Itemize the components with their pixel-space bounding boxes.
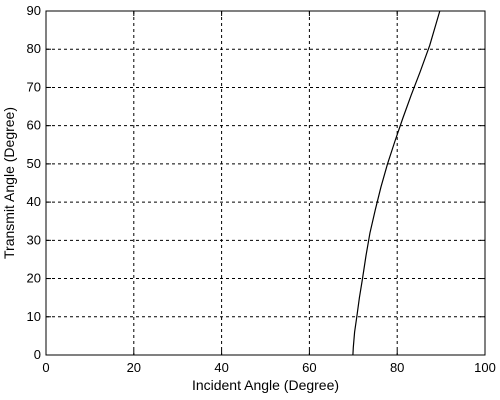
x-tick-label: 60 [302,360,316,375]
y-tick-label: 60 [27,118,41,133]
y-tick-label: 90 [27,3,41,18]
x-tick-label: 40 [214,360,228,375]
x-tick-label: 100 [474,360,496,375]
grid [46,11,485,355]
y-tick-label: 10 [27,309,41,324]
y-tick-labels: 0 10 20 30 40 50 60 70 80 90 [27,3,41,362]
x-axis-label: Incident Angle (Degree) [192,377,339,393]
y-tick-label: 80 [27,41,41,56]
y-tick-label: 0 [34,347,41,362]
series-layer [352,10,441,356]
series-line [352,10,441,356]
plot-frame [45,10,486,356]
x-tick-label: 20 [127,360,141,375]
y-tick-label: 40 [27,194,41,209]
y-axis-label: Transmit Angle (Degree) [1,107,17,259]
y-tick-label: 20 [27,271,41,286]
x-tick-labels: 0 20 40 60 80 100 [42,360,495,375]
ticks [45,10,486,356]
y-tick-label: 50 [27,156,41,171]
y-tick-label: 30 [27,232,41,247]
x-tick-label: 0 [42,360,49,375]
x-tick-label: 80 [390,360,404,375]
y-tick-label: 70 [27,79,41,94]
